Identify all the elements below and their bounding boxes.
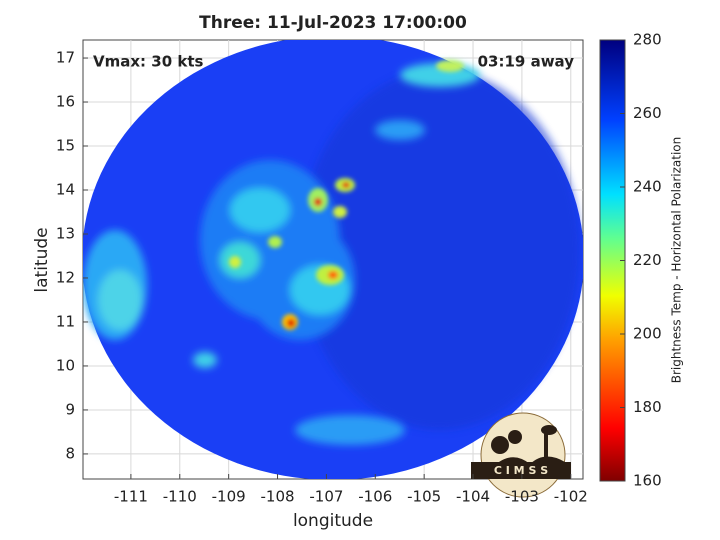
y-tick-label: 15 bbox=[56, 137, 75, 155]
colorbar-tick-label: 280 bbox=[633, 31, 662, 49]
y-tick-label: 14 bbox=[56, 180, 75, 198]
y-tick-label: 8 bbox=[65, 444, 75, 462]
x-axis-label: longitude bbox=[293, 511, 373, 531]
annotation: 03:19 away bbox=[478, 53, 575, 71]
x-tick-label: -106 bbox=[358, 488, 392, 506]
x-tick-label: -105 bbox=[407, 488, 441, 506]
x-tick-label: -109 bbox=[212, 488, 246, 506]
x-tick-label: -107 bbox=[309, 488, 343, 506]
colorbar-label: Brightness Temp - Horizontal Polarizatio… bbox=[670, 137, 684, 384]
y-tick-label: 13 bbox=[56, 224, 75, 242]
y-tick-label: 10 bbox=[56, 356, 75, 374]
colorbar-tick-label: 260 bbox=[633, 104, 662, 122]
y-tick-label: 12 bbox=[56, 268, 75, 286]
colorbar-tick-label: 160 bbox=[633, 472, 662, 490]
x-tick-label: -111 bbox=[114, 488, 148, 506]
colorbar-tick-label: 240 bbox=[633, 178, 662, 196]
colorbar-tick-label: 200 bbox=[633, 325, 662, 343]
x-tick-label: -104 bbox=[456, 488, 490, 506]
x-tick-label: -103 bbox=[505, 488, 539, 506]
colorbar-tick-label: 180 bbox=[633, 398, 662, 416]
x-tick-label: -102 bbox=[554, 488, 588, 506]
logo: C I M S S bbox=[471, 412, 571, 498]
convective-cores bbox=[229, 60, 464, 330]
y-axis-label: latitude bbox=[32, 227, 52, 292]
x-tick-label: -110 bbox=[163, 488, 197, 506]
y-tick-label: 17 bbox=[56, 49, 75, 67]
y-tick-label: 9 bbox=[65, 400, 75, 418]
colorbar-tick-label: 220 bbox=[633, 251, 662, 269]
y-tick-label: 16 bbox=[56, 93, 75, 111]
x-tick-label: -108 bbox=[261, 488, 295, 506]
swath-shade bbox=[300, 70, 580, 430]
imagery bbox=[83, 40, 583, 479]
logo-text: C I M S S bbox=[494, 464, 548, 477]
annotation: Vmax: 30 kts bbox=[93, 53, 203, 71]
chart-title: Three: 11-Jul-2023 17:00:00 bbox=[199, 13, 467, 33]
y-tick-label: 11 bbox=[56, 312, 75, 330]
